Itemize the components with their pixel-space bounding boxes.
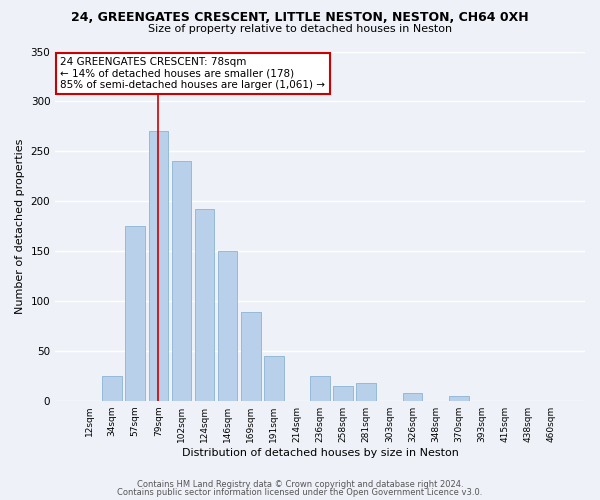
Bar	[218, 251, 238, 400]
Text: 24 GREENGATES CRESCENT: 78sqm
← 14% of detached houses are smaller (178)
85% of : 24 GREENGATES CRESCENT: 78sqm ← 14% of d…	[61, 56, 325, 90]
Bar	[449, 396, 469, 400]
Text: Contains HM Land Registry data © Crown copyright and database right 2024.: Contains HM Land Registry data © Crown c…	[137, 480, 463, 489]
Text: Size of property relative to detached houses in Neston: Size of property relative to detached ho…	[148, 24, 452, 34]
Text: Contains public sector information licensed under the Open Government Licence v3: Contains public sector information licen…	[118, 488, 482, 497]
Bar	[310, 376, 330, 400]
Bar	[172, 162, 191, 400]
Bar	[334, 386, 353, 400]
Text: 24, GREENGATES CRESCENT, LITTLE NESTON, NESTON, CH64 0XH: 24, GREENGATES CRESCENT, LITTLE NESTON, …	[71, 11, 529, 24]
Bar	[264, 356, 284, 401]
Bar	[403, 392, 422, 400]
Y-axis label: Number of detached properties: Number of detached properties	[15, 138, 25, 314]
Bar	[103, 376, 122, 400]
Bar	[125, 226, 145, 400]
X-axis label: Distribution of detached houses by size in Neston: Distribution of detached houses by size …	[182, 448, 458, 458]
Bar	[356, 382, 376, 400]
Bar	[195, 209, 214, 400]
Bar	[149, 132, 168, 400]
Bar	[241, 312, 260, 400]
